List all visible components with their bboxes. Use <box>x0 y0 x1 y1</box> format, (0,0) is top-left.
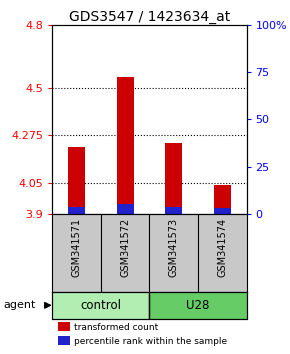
Bar <box>52 292 149 319</box>
Bar <box>214 208 231 214</box>
Text: GSM341572: GSM341572 <box>120 218 130 277</box>
Text: transformed count: transformed count <box>74 323 158 332</box>
Bar <box>214 185 231 214</box>
Text: GSM341573: GSM341573 <box>169 218 179 277</box>
Bar <box>165 143 182 214</box>
Text: percentile rank within the sample: percentile rank within the sample <box>74 337 227 346</box>
Title: GDS3547 / 1423634_at: GDS3547 / 1423634_at <box>69 10 230 24</box>
Text: GSM341571: GSM341571 <box>72 218 81 277</box>
Text: control: control <box>80 299 121 312</box>
Text: agent: agent <box>3 300 35 310</box>
Text: GSM341574: GSM341574 <box>217 218 227 277</box>
Bar <box>165 207 182 214</box>
Bar <box>117 204 134 214</box>
Bar <box>117 78 134 214</box>
Text: U28: U28 <box>186 299 210 312</box>
Bar <box>149 292 246 319</box>
Bar <box>68 207 85 214</box>
Bar <box>68 147 85 214</box>
